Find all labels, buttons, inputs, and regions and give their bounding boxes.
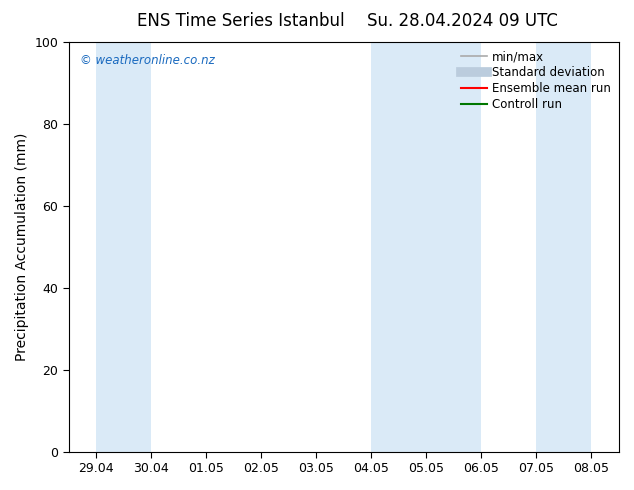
Text: © weatheronline.co.nz: © weatheronline.co.nz	[80, 54, 214, 67]
Bar	[372, 42, 481, 452]
Text: ENS Time Series Istanbul: ENS Time Series Istanbul	[137, 12, 345, 30]
Bar	[536, 42, 592, 452]
Y-axis label: Precipitation Accumulation (mm): Precipitation Accumulation (mm)	[15, 133, 29, 361]
Legend: min/max, Standard deviation, Ensemble mean run, Controll run: min/max, Standard deviation, Ensemble me…	[459, 48, 613, 114]
Text: Su. 28.04.2024 09 UTC: Su. 28.04.2024 09 UTC	[367, 12, 559, 30]
Bar	[96, 42, 152, 452]
